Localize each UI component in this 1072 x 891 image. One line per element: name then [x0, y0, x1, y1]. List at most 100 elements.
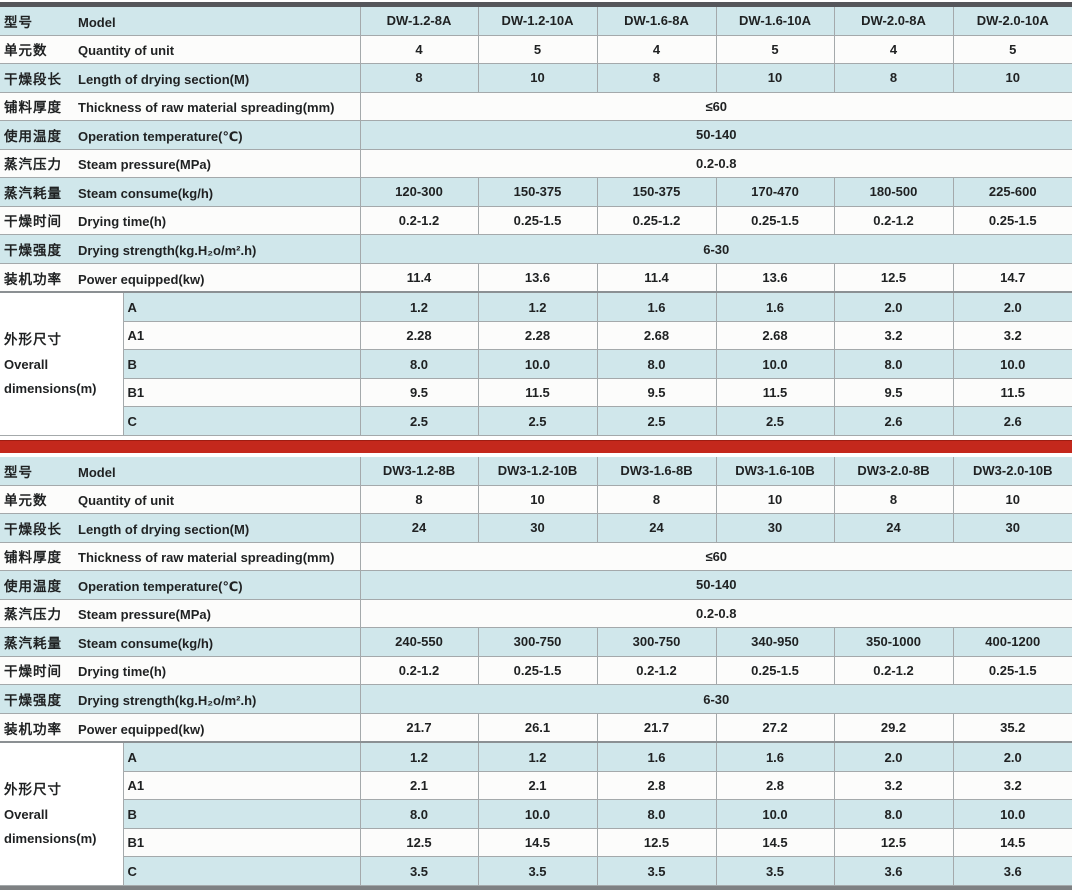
spec-value: 0.25-1.5 — [952, 205, 1072, 236]
spec-value: 10 — [477, 484, 598, 515]
spec-row: 干燥时间 Drying time(h) 0.2-1.2 0.25-1.5 0.25-1.… — [0, 205, 1072, 236]
spec-value: 2.68 — [596, 320, 717, 351]
spec-value: 3.5 — [596, 856, 717, 886]
row-label-en: Model — [78, 14, 116, 30]
row-label: 型号 Model — [0, 457, 361, 486]
row-label: 干燥时间 Drying time(h) — [0, 655, 361, 686]
spec-value: 10 — [715, 484, 835, 515]
top-border-bar — [0, 2, 1072, 7]
spec-value: 11.5 — [477, 377, 598, 408]
spec-value: 5 — [477, 34, 598, 65]
spec-value: 0.2-1.2 — [833, 205, 954, 236]
spec-value: 0.2-1.2 — [833, 655, 954, 686]
spec-value: 10.0 — [952, 349, 1072, 379]
row-label-en: Steam consume(kg/h) — [78, 185, 214, 201]
spec-value: 2.0 — [952, 291, 1072, 322]
dims-label-line: 外形尺寸 — [4, 331, 62, 347]
spec-value: 170-470 — [715, 177, 835, 207]
spec-value: 0.2-1.2 — [359, 655, 479, 686]
row-label-cn: 干燥段长 — [4, 521, 62, 537]
spec-value: 2.6 — [833, 406, 954, 436]
dimension-row: 外形尺寸 Overall dimensions(m) A 1.2 1.2 1.6 1.6 2.0… — [0, 741, 1072, 887]
spec-value: 14.5 — [477, 827, 598, 858]
spec-value: 150-375 — [477, 177, 598, 207]
row-label-cn: 干燥强度 — [4, 243, 62, 258]
spec-value: 2.8 — [596, 770, 717, 801]
dimension-row: B 8.0 10.0 8.0 10.0 8.0 10.0 — [0, 349, 1072, 379]
row-label-cn: 蒸汽耗量 — [4, 185, 62, 201]
spec-value: 24 — [359, 513, 479, 543]
spec-row: 装机功率 Power equipped(kw) 11.4 13.6 11.4 13.6 12… — [0, 262, 1072, 293]
spec-value: 11.4 — [359, 262, 479, 293]
dimension-row: B 8.0 10.0 8.0 10.0 8.0 10.0 — [0, 799, 1072, 829]
spec-value: 30 — [952, 513, 1072, 543]
spec-value: 225-600 — [952, 177, 1072, 207]
dimension-row: C 3.5 3.5 3.5 3.5 3.6 3.6 — [0, 856, 1072, 886]
row-label-en: Length of drying section(M) — [78, 521, 250, 537]
spec-value: 12.5 — [359, 827, 479, 858]
spec-value: 0.2-1.2 — [596, 655, 717, 686]
spec-value: 0.25-1.2 — [596, 205, 717, 236]
merged-value: ≤60 — [359, 91, 1072, 122]
spec-value: 10.0 — [952, 799, 1072, 829]
dimension-row: B1 9.5 11.5 9.5 11.5 9.5 11.5 — [0, 377, 1072, 408]
row-label-cn: 使用温度 — [4, 128, 62, 144]
spec-value: 21.7 — [596, 712, 717, 743]
spec-value: 3.5 — [715, 856, 835, 886]
merged-value: 6-30 — [359, 234, 1072, 264]
dimension-row: 外形尺寸 Overall dimensions(m) A 1.2 1.2 1.6 1.6 2.0… — [0, 291, 1072, 437]
spec-value: 8 — [596, 484, 717, 515]
spec-value: DW3-1.6-8B — [596, 457, 717, 486]
spec-value: 340-950 — [715, 627, 835, 657]
spec-value: 3.5 — [477, 856, 598, 886]
spec-row: 蒸汽压力 Steam pressure(MPa) 0.2-0.8 — [0, 598, 1072, 629]
merged-value: 0.2-0.8 — [359, 598, 1072, 629]
spec-value: 29.2 — [833, 712, 954, 743]
spec-value: 8.0 — [596, 349, 717, 379]
merged-value: ≤60 — [359, 541, 1072, 572]
row-label-en: Drying time(h) — [78, 214, 167, 230]
dimension-letter: B1 — [123, 827, 361, 858]
spec-row: 干燥段长 Length of drying section(M) 8 10 8 10 8 10 — [0, 63, 1072, 93]
row-label: 蒸汽压力 Steam pressure(MPa) — [0, 148, 361, 179]
spec-value: 14.5 — [952, 827, 1072, 858]
spec-value: 11.5 — [952, 377, 1072, 408]
row-label-en: Quantity of unit — [78, 493, 175, 509]
spec-row: 蒸汽耗量 Steam consume(kg/h) 120-300 150-375 150… — [0, 177, 1072, 207]
row-label-en: Drying strength(kg.H₂o/m².h) — [78, 693, 257, 708]
spec-value: 3.6 — [833, 856, 954, 886]
spec-value: 4 — [833, 34, 954, 65]
row-label-cn: 干燥时间 — [4, 214, 62, 230]
row-label-cn: 干燥时间 — [4, 664, 62, 680]
spec-value: DW-1.6-8A — [596, 7, 717, 36]
spec-value: DW3-2.0-10B — [952, 457, 1072, 486]
spec-value: 8.0 — [596, 799, 717, 829]
spec-value: DW3-2.0-8B — [833, 457, 954, 486]
dims-label-line: dimensions(m) — [4, 380, 97, 396]
spec-value: 2.0 — [833, 741, 954, 772]
row-label-cn: 铺料厚度 — [4, 550, 62, 566]
spec-value: DW-1.2-8A — [359, 7, 479, 36]
spec-table-b-body: 型号 Model DW3-1.2-8B DW3-1.2-10B DW3-1.6-8B DW… — [0, 457, 1072, 887]
spec-value: 24 — [833, 513, 954, 543]
spec-value: 0.2-1.2 — [359, 205, 479, 236]
spec-value: 8.0 — [359, 349, 479, 379]
spec-value: 8 — [359, 63, 479, 93]
dimension-letter: B — [123, 349, 361, 379]
spec-value: 1.6 — [596, 741, 717, 772]
row-label-cn: 单元数 — [4, 43, 48, 59]
spec-value: 1.2 — [359, 291, 479, 322]
row-label-cn: 使用温度 — [4, 578, 62, 594]
dimension-letter: A1 — [123, 320, 361, 351]
series-divider-bar — [0, 440, 1072, 453]
spec-value: 12.5 — [833, 827, 954, 858]
spec-value: 5 — [952, 34, 1072, 65]
spec-value: 12.5 — [833, 262, 954, 293]
spec-row: 单元数 Quantity of unit 8 10 8 10 8 10 — [0, 484, 1072, 515]
spec-value: DW-2.0-8A — [833, 7, 954, 36]
row-label: 单元数 Quantity of unit — [0, 484, 361, 515]
row-label-cn: 装机功率 — [4, 271, 62, 287]
dimension-letter: C — [123, 856, 361, 886]
spec-row: 单元数 Quantity of unit 4 5 4 5 4 5 — [0, 34, 1072, 65]
